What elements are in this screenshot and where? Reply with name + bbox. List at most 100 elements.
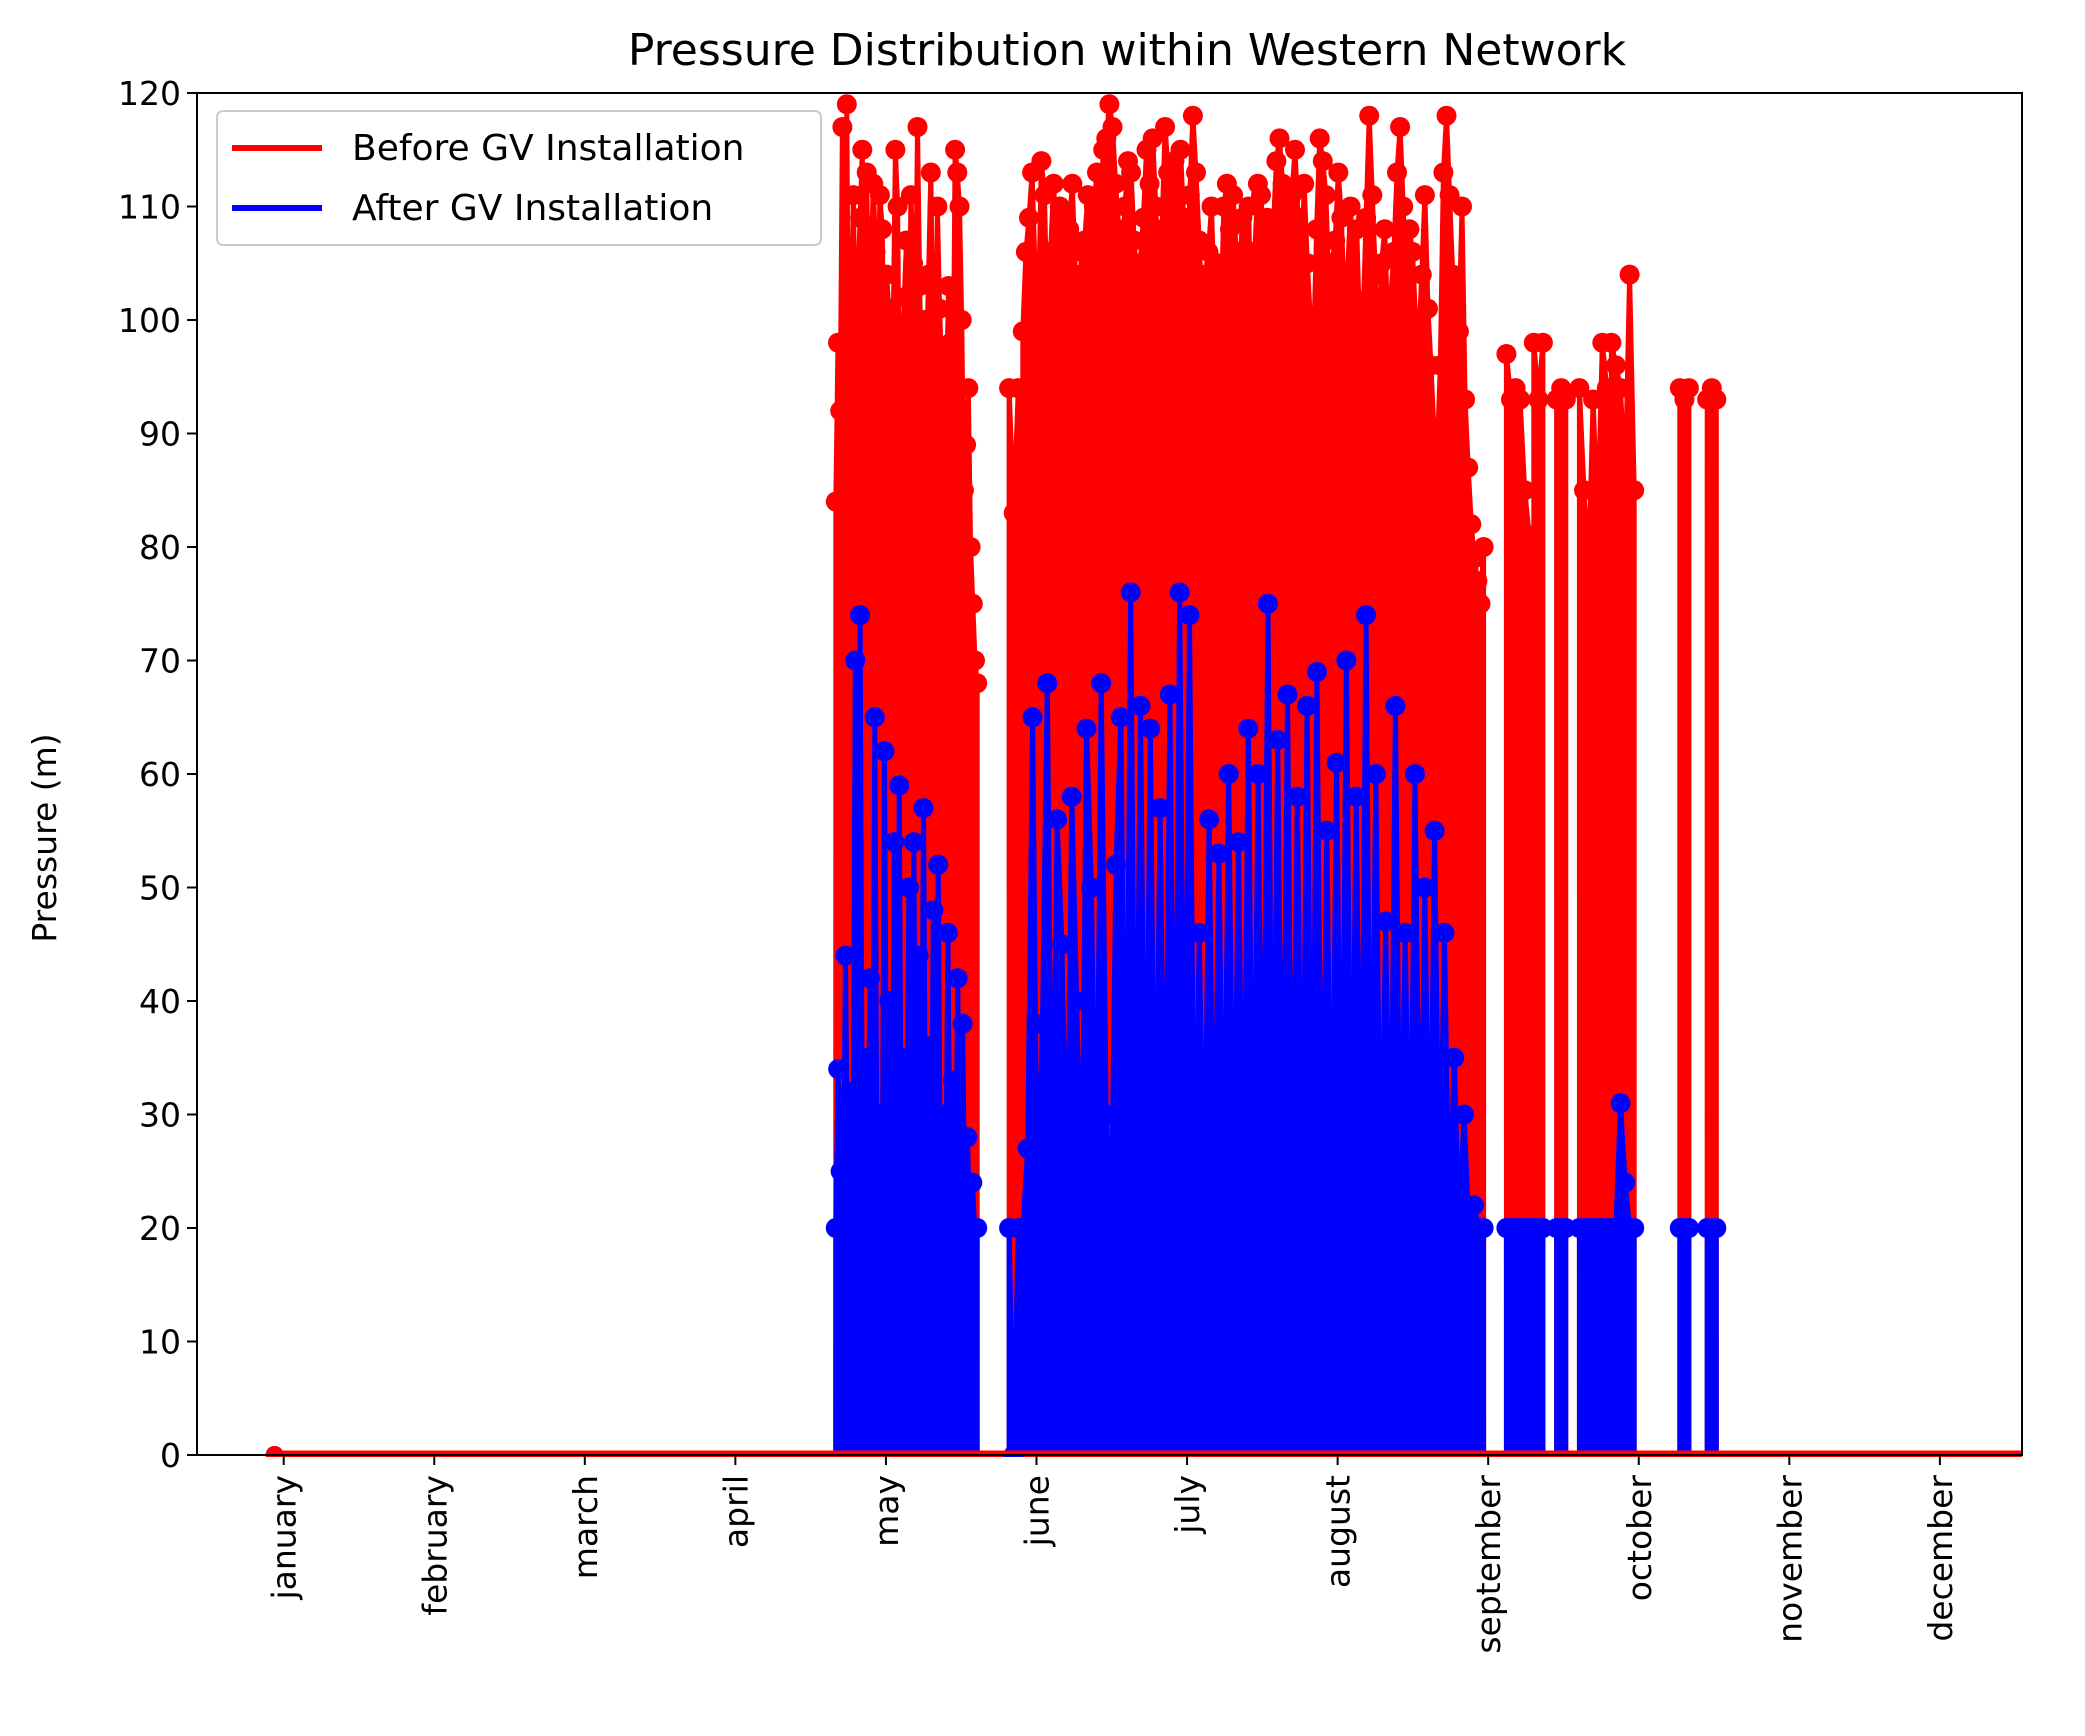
data-point: [855, 1047, 875, 1068]
data-point: [1130, 253, 1151, 274]
data-point: [1356, 605, 1376, 626]
data-point: [1226, 241, 1247, 262]
data-point: [1121, 162, 1142, 183]
data-point: [949, 196, 970, 217]
data-point: [1297, 253, 1318, 274]
data-point: [864, 707, 885, 728]
data-point: [962, 593, 983, 614]
data-point: [1167, 241, 1188, 262]
y-tick-label: 10: [139, 1323, 181, 1362]
data-point: [1395, 922, 1416, 943]
data-point: [945, 139, 966, 160]
y-tick-label: 40: [139, 982, 181, 1021]
data-point: [937, 922, 958, 943]
data-point: [1287, 786, 1308, 807]
legend-box: [216, 110, 822, 246]
data-point: [907, 117, 928, 137]
data-point: [887, 196, 908, 217]
data-point: [1605, 355, 1626, 376]
data-point: [1266, 151, 1287, 172]
data-point: [1619, 264, 1640, 285]
data-point: [1218, 764, 1239, 784]
data-point: [1269, 128, 1290, 149]
y-tick-label: 90: [139, 415, 181, 454]
data-point: [889, 775, 910, 796]
data-point: [1101, 1218, 1122, 1238]
data-point: [913, 798, 934, 819]
data-point: [1210, 321, 1231, 342]
data-point: [1130, 695, 1151, 716]
data-point: [1306, 661, 1327, 682]
x-tick-label-march: march: [566, 1475, 605, 1579]
data-point: [933, 1104, 953, 1125]
data-point: [1706, 1218, 1727, 1238]
data-point: [1444, 1047, 1465, 1068]
data-point: [1574, 480, 1594, 501]
data-point: [1445, 276, 1466, 296]
x-tick-label-november: november: [1770, 1475, 1809, 1643]
data-point: [1427, 446, 1448, 467]
data-point: [1114, 196, 1135, 217]
data-point: [1624, 1218, 1645, 1238]
data-point: [1393, 196, 1414, 217]
data-point: [1096, 1104, 1117, 1125]
data-point: [1436, 105, 1457, 126]
data-point: [1605, 1218, 1626, 1238]
data-point: [1455, 389, 1476, 410]
data-point: [1374, 219, 1395, 240]
data-point: [1303, 344, 1324, 364]
series-after: [825, 582, 1727, 1457]
data-point: [1418, 298, 1438, 319]
data-point: [1111, 264, 1132, 285]
y-tick-label: 50: [139, 869, 181, 908]
data-point: [839, 468, 859, 489]
data-point: [879, 991, 900, 1011]
data-point: [1359, 105, 1380, 126]
data-point: [1059, 219, 1080, 240]
data-point: [869, 185, 890, 206]
data-point: [835, 945, 856, 966]
y-tick-label: 0: [160, 1436, 181, 1475]
data-point: [1037, 332, 1058, 353]
data-point: [1065, 264, 1086, 285]
y-axis: 0 10 20 30 40 50 60 70 80 90 100 110 120: [118, 74, 197, 1475]
data-point: [960, 537, 981, 557]
data-point: [1424, 820, 1445, 841]
data-point: [885, 139, 906, 160]
data-point: [905, 332, 926, 353]
data-point: [1199, 809, 1220, 830]
data-point: [942, 1070, 963, 1091]
x-tick-label-june: june: [1018, 1475, 1057, 1547]
data-point: [1322, 253, 1343, 274]
data-point: [1056, 1218, 1077, 1238]
data-point: [1365, 764, 1386, 784]
data-point: [1325, 230, 1346, 251]
data-point: [872, 219, 893, 240]
data-point: [832, 117, 853, 137]
data-point: [947, 968, 968, 989]
data-point: [1105, 173, 1126, 194]
data-point: [1099, 94, 1120, 115]
data-point: [1458, 457, 1479, 478]
data-point: [1411, 264, 1432, 285]
data-point: [918, 264, 939, 285]
data-point: [1448, 321, 1469, 342]
data-point: [1139, 173, 1160, 194]
data-point: [1032, 1013, 1053, 1034]
data-point: [1110, 707, 1131, 728]
data-point: [1356, 207, 1377, 228]
data-point: [867, 321, 888, 342]
data-point: [865, 241, 886, 262]
data-point: [1238, 718, 1259, 739]
data-point: [1454, 1104, 1474, 1125]
data-point: [1140, 718, 1161, 739]
x-tick-label-december: december: [1921, 1475, 1960, 1642]
data-point: [1086, 1218, 1107, 1238]
data-point: [874, 741, 895, 762]
data-point: [1260, 276, 1281, 296]
x-tick-label-october: october: [1620, 1475, 1659, 1602]
data-point: [1090, 219, 1111, 240]
data-point: [1312, 151, 1333, 172]
data-point: [958, 378, 979, 399]
